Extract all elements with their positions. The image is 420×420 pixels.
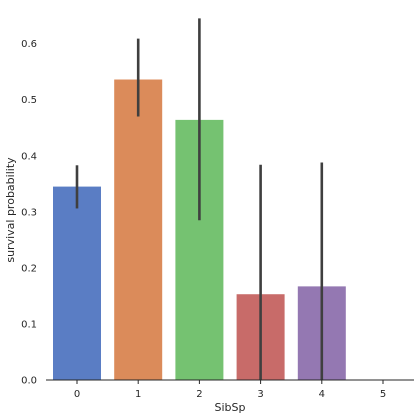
y-tick-label-0.5: 0.5: [21, 95, 37, 106]
x-tick-label-3: 3: [257, 389, 263, 400]
x-tick-label-1: 1: [135, 389, 141, 400]
x-tick-label-4: 4: [319, 389, 325, 400]
y-tick-label-0.1: 0.1: [21, 319, 37, 330]
x-tick-label-5: 5: [380, 389, 386, 400]
x-tick-label-0: 0: [74, 389, 80, 400]
y-axis-label: survival probability: [4, 157, 17, 263]
x-tick-label-2: 2: [196, 389, 202, 400]
y-tick-label-0.6: 0.6: [21, 39, 37, 50]
bar-0: [53, 186, 101, 380]
errorbars-layer: [75, 18, 324, 380]
y-tick-label-0.3: 0.3: [21, 207, 37, 218]
y-tick-label-0.2: 0.2: [21, 263, 37, 274]
y-tick-label-0.4: 0.4: [21, 151, 37, 162]
x-axis-label: SibSp: [215, 401, 246, 414]
bar-1: [114, 79, 163, 381]
x-ticks-layer: 0 1 2 3 4 5: [74, 380, 386, 400]
y-tick-label-0.0: 0.0: [21, 376, 37, 387]
y-ticks-layer: 0.0 0.1 0.2 0.3 0.4 0.5 0.6: [21, 39, 37, 386]
